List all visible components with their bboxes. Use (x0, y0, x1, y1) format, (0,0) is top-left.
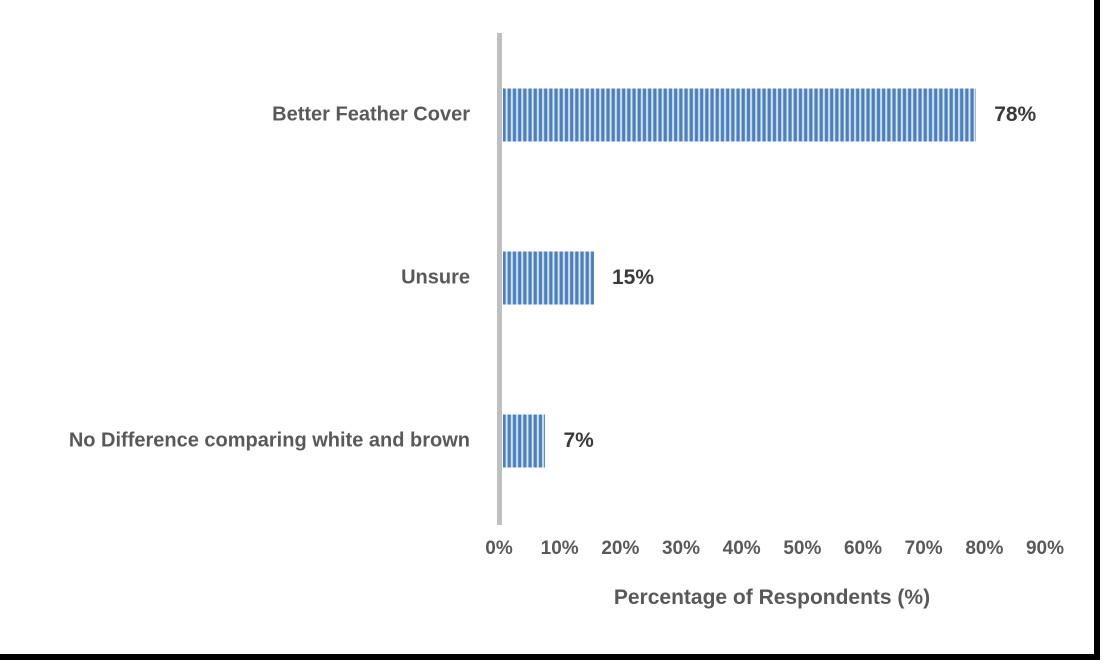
x-axis-ticks: 0% 10% 20% 30% 40% 50% 60% 70% 80% 90% (485, 538, 1064, 568)
x-tick-label: 40% (722, 538, 761, 559)
bar (503, 88, 977, 141)
value-label: 78% (994, 102, 1037, 126)
x-tick-label: 90% (1025, 538, 1065, 559)
bar (503, 251, 594, 304)
x-tick-label: 10% (540, 538, 579, 559)
x-tick-label: 50% (783, 538, 822, 559)
frame-border-right (1094, 0, 1100, 660)
x-tick-label: 20% (601, 538, 640, 559)
bar-row: Better Feather Cover 78% (0, 33, 1104, 196)
bar-row: Unsure 15% (0, 196, 1104, 359)
x-tick-label: 30% (661, 538, 701, 559)
x-tick-label: 80% (965, 538, 1004, 559)
bar-row: No Difference comparing white and brown 7… (0, 359, 1104, 522)
x-tick-label: 70% (904, 538, 943, 559)
x-axis-title: Percentage of Respondents (%) (613, 586, 931, 609)
frame-border-bottom (0, 654, 1100, 660)
bar (503, 414, 546, 467)
category-label: Unsure (401, 266, 470, 288)
x-tick-label: 0% (485, 538, 513, 559)
x-tick-label: 60% (843, 538, 883, 559)
category-label: No Difference comparing white and brown (68, 429, 470, 451)
bar-rows: Better Feather Cover 78% Unsure 15% No Diffe… (0, 33, 1104, 522)
y-axis-line (497, 33, 502, 525)
value-label: 7% (563, 428, 594, 452)
category-label: Better Feather Cover (272, 103, 470, 125)
value-label: 15% (612, 265, 655, 289)
